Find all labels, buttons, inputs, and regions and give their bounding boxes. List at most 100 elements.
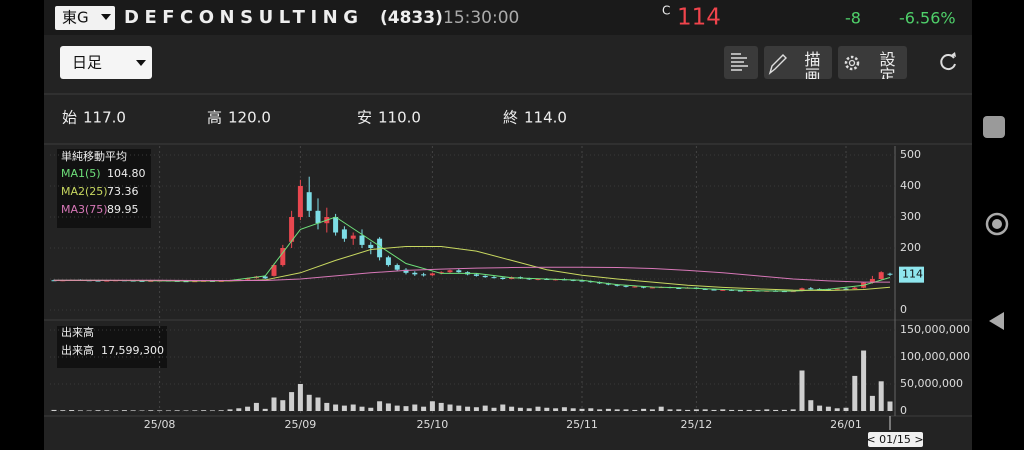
candle-body [139,280,145,282]
volume-bar [852,375,858,411]
candle-body [438,272,444,274]
candle-body [350,235,356,239]
volume-bar [377,401,383,411]
volume-bar [887,401,893,411]
x-tick-label: 25/09 [285,418,317,431]
volume-bar [341,405,347,411]
volume-tick-label: 50,000,000 [900,377,963,390]
volume-bar [579,408,585,411]
volume-bar [834,408,840,411]
refresh-arrow [951,52,956,57]
price: 114 [677,5,721,31]
y-tick-label: 0 [900,303,907,316]
volume-bar [702,409,708,411]
volume-bar [350,404,356,411]
ma-legend-bg [57,149,151,228]
volume-legend-label: 出来高 [61,343,94,357]
y-tick-label: 400 [900,179,921,192]
y-tick-label: 300 [900,210,921,223]
volume-bar [869,395,875,411]
candle-body [702,288,708,290]
volume-bar [165,410,171,411]
candle-body [500,277,506,279]
x-tick-label: 26/01 [830,418,862,431]
candle-body [421,274,427,276]
price-tag-label: 114 [902,268,923,281]
volume-bar [526,408,532,411]
volume-bar [605,408,611,411]
candle-body [799,288,805,292]
volume-bar [597,409,603,411]
volume-bar [517,407,523,411]
candle-body [289,217,295,242]
candle-body [887,273,893,275]
volume-bar [861,350,867,411]
candle-body [447,270,453,273]
candle-body [834,288,840,290]
volume-bar [500,404,506,411]
gear-icon-center [848,59,856,67]
candle-body [878,272,884,279]
candle-body [262,276,268,279]
volume-bar [227,409,233,411]
volume-bar [385,403,391,411]
volume-bar [614,409,620,411]
draw-button[interactable] [764,46,832,79]
candle-body [623,285,629,287]
volume-bar [685,409,691,411]
period: 日足 [72,54,102,72]
volume-bar [121,410,127,411]
volume-bar [693,409,699,411]
pencil-icon [768,54,787,75]
volume-bar [218,410,224,411]
candle-body [377,238,383,258]
nav-recent[interactable] [983,116,1005,138]
refresh-icon[interactable] [940,54,956,71]
settings-button[interactable] [838,46,907,79]
volume-bar [658,406,664,411]
dropdown-arrow [136,60,146,66]
candle-body [341,229,347,239]
nav-home[interactable] [985,212,1009,236]
volume-bar [781,409,787,411]
dropdown-arrow [101,14,111,20]
ohlc-label: 高 [207,109,222,127]
change-pct: -6.56% [899,9,956,28]
list-icon [731,53,748,71]
candle-body [869,279,875,283]
ma-legend-value: 73.36 [107,185,139,198]
nav-back[interactable] [989,312,1004,330]
candle-body [218,280,224,282]
volume-bar [465,406,471,411]
volume-bar [95,410,101,411]
volume-tick-label: 0 [900,404,907,417]
volume-bar [289,392,295,411]
candle-body [148,280,154,282]
candle-body [676,287,682,289]
market-select[interactable] [55,6,115,30]
volume-bar [491,407,497,411]
price-tag [899,266,924,283]
volume-bar [553,408,559,411]
volume-legend-bg [57,326,167,368]
ohlc-value: 114.0 [524,109,567,127]
volume-bar [720,409,726,411]
volume-bar [737,409,743,411]
change: -8 [845,9,861,28]
volume-legend-title: 出来高 [61,325,94,339]
candle-body [808,288,814,290]
candle-body [737,290,743,292]
period-select[interactable] [60,46,152,79]
volume-bar [245,406,251,411]
price-flag: C [662,4,670,18]
y-tick-label: 200 [900,241,921,254]
volume-bar [157,410,163,411]
nav-home-dot [992,219,1002,229]
volume-bar [799,370,805,411]
candle-body [333,217,339,233]
volume-bar [297,384,303,411]
candle-body [843,288,849,290]
candle-body [359,235,365,245]
ohlc-value: 120.0 [228,109,271,127]
